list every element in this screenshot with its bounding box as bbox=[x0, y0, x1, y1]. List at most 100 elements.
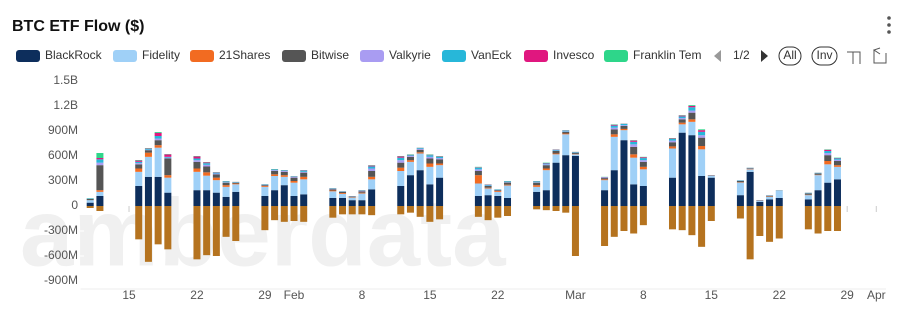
bar-segment bbox=[494, 190, 502, 191]
bar-segment bbox=[833, 165, 841, 167]
bar-segment bbox=[688, 206, 696, 236]
bar-segment bbox=[552, 153, 560, 155]
y-tick-label: -300M bbox=[44, 223, 78, 237]
invert-button[interactable] bbox=[811, 46, 838, 66]
bar-segment bbox=[610, 134, 618, 137]
bar-segment bbox=[280, 176, 288, 186]
bar-segment bbox=[154, 132, 162, 136]
bar-segment bbox=[222, 186, 230, 197]
legend-prev[interactable] bbox=[714, 50, 721, 62]
bar-segment bbox=[542, 163, 550, 165]
bar-segment bbox=[804, 193, 812, 195]
legend-swatch bbox=[282, 50, 306, 62]
bar-segment bbox=[668, 206, 676, 230]
bar-segment bbox=[164, 206, 172, 250]
y-tick-label: -900M bbox=[44, 273, 78, 287]
all-button[interactable] bbox=[778, 46, 802, 66]
bar-segment bbox=[698, 206, 706, 247]
bar-segment bbox=[698, 131, 706, 136]
bar-segment bbox=[678, 132, 686, 206]
bar-segment bbox=[135, 164, 143, 169]
menu-icon[interactable] bbox=[887, 16, 891, 34]
bar-segment bbox=[668, 142, 676, 147]
bar-segment bbox=[484, 206, 492, 221]
reset-icon[interactable] bbox=[872, 47, 887, 64]
bar-segment bbox=[601, 179, 609, 181]
x-tick-label: 22 bbox=[773, 288, 787, 302]
bar-segment bbox=[610, 129, 618, 135]
legend-next[interactable] bbox=[761, 50, 768, 62]
y-tick-label: 0 bbox=[71, 198, 78, 212]
legend-label: Valkyrie bbox=[389, 48, 431, 62]
invert-button-label: Inv bbox=[816, 48, 832, 62]
legend-label: Bitwise bbox=[311, 48, 349, 62]
bar-segment bbox=[193, 171, 201, 191]
bar-segment bbox=[86, 200, 94, 203]
bar-segment bbox=[601, 190, 609, 206]
bar-segment bbox=[358, 191, 366, 193]
bar-segment bbox=[484, 195, 492, 206]
bar-segment bbox=[96, 159, 104, 163]
bar-segment bbox=[426, 156, 434, 159]
bar-segment bbox=[212, 177, 220, 181]
bar-segment bbox=[436, 163, 444, 166]
bar-segment bbox=[144, 152, 152, 157]
bar-segment bbox=[280, 171, 288, 172]
bar-segment bbox=[639, 186, 647, 206]
bar-segment bbox=[552, 151, 560, 154]
bar-segment bbox=[639, 158, 647, 161]
zoom-icon[interactable] bbox=[847, 51, 861, 64]
bar-segment bbox=[775, 190, 783, 198]
bar-segment bbox=[707, 176, 715, 178]
y-tick-label: 1.5B bbox=[53, 73, 78, 87]
bar-segment bbox=[280, 206, 288, 222]
bar-segment bbox=[300, 206, 308, 222]
bar-segment bbox=[212, 172, 220, 174]
bar-segment bbox=[775, 198, 783, 206]
bar-segment bbox=[814, 190, 822, 206]
bar-segment bbox=[766, 199, 774, 206]
bar-segment bbox=[397, 206, 405, 215]
x-tick-label: 29 bbox=[258, 288, 272, 302]
bar-segment bbox=[668, 177, 676, 206]
bar-segment bbox=[474, 196, 482, 206]
y-tick-label: 1.2B bbox=[53, 98, 78, 112]
bar-segment bbox=[154, 176, 162, 206]
bar-segment bbox=[154, 147, 162, 177]
bar-segment bbox=[426, 155, 434, 157]
bar-segment bbox=[416, 170, 424, 206]
bar-segment bbox=[203, 175, 211, 191]
bar-segment bbox=[397, 156, 405, 158]
bar-segment bbox=[358, 206, 366, 215]
bar-segment bbox=[397, 171, 405, 186]
bar-segment bbox=[339, 206, 347, 215]
x-tick-label: Feb bbox=[284, 288, 305, 302]
bar-segment bbox=[193, 168, 201, 172]
bar-segment bbox=[824, 149, 832, 151]
bar-segment bbox=[620, 126, 628, 129]
bar-segment bbox=[610, 170, 618, 206]
bar-segment bbox=[562, 131, 570, 134]
bar-segment bbox=[736, 195, 744, 206]
bar-segment bbox=[416, 148, 424, 150]
bar-segment bbox=[290, 196, 298, 206]
bar-segment bbox=[154, 132, 162, 133]
bar-segment bbox=[203, 206, 211, 256]
bar-segment bbox=[688, 112, 696, 120]
bar-segment bbox=[203, 164, 211, 167]
bar-segment bbox=[552, 149, 560, 151]
bar-segment bbox=[833, 179, 841, 206]
bar-segment bbox=[96, 153, 104, 158]
bar-segment bbox=[144, 156, 152, 177]
bar-segment bbox=[426, 163, 434, 167]
bar-segment bbox=[746, 169, 754, 172]
bar-segment bbox=[484, 184, 492, 186]
bar-segment bbox=[552, 162, 560, 206]
bar-segment bbox=[193, 158, 201, 161]
bar-segment bbox=[533, 181, 541, 183]
bar-segment bbox=[416, 148, 424, 149]
bar-segment bbox=[678, 124, 686, 133]
bar-segment bbox=[426, 158, 434, 164]
bar-segment bbox=[630, 184, 638, 206]
legend-label: Fidelity bbox=[142, 48, 180, 62]
